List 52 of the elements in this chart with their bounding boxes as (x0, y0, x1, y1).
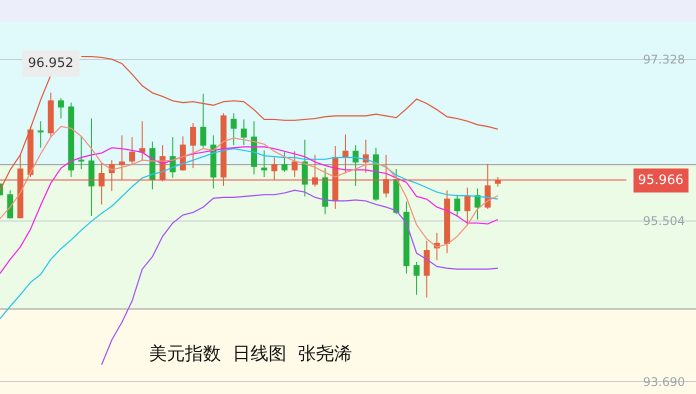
candlestick (424, 240, 430, 298)
candlestick (7, 190, 14, 220)
candlestick (332, 146, 338, 210)
candlestick (88, 118, 94, 216)
candlestick (312, 154, 318, 188)
candlestick (139, 120, 146, 162)
candlestick (322, 168, 328, 215)
candlestick (403, 201, 410, 274)
candlestick (454, 194, 460, 218)
ref-line-label: 95.966 (638, 173, 684, 188)
line-series (0, 148, 498, 320)
candlestick (292, 150, 298, 178)
candlestick (118, 134, 125, 182)
candlestick (302, 139, 308, 197)
candlestick (98, 162, 105, 205)
candlestick (180, 136, 186, 172)
y-tick-label: 97.328 (643, 52, 685, 67)
candlestick (372, 147, 379, 202)
candlestick (108, 160, 115, 192)
candlestick (261, 150, 268, 178)
candlestick (464, 187, 470, 226)
candlestick (220, 112, 227, 186)
line-series (101, 190, 498, 366)
candlestick (474, 188, 481, 220)
line-series (0, 146, 498, 274)
candlestick (444, 190, 450, 254)
candlestick (210, 134, 216, 190)
candlestick (58, 98, 64, 120)
y-tick-label: 93.690 (643, 374, 685, 389)
candlestick (352, 144, 359, 186)
candlestick (342, 134, 348, 174)
candlestick (362, 139, 369, 174)
candlestick (27, 126, 34, 178)
candlestick (200, 93, 206, 148)
candlestick (393, 168, 400, 215)
candlestick (414, 262, 420, 296)
candlestick (240, 118, 247, 146)
candlestick (78, 136, 84, 170)
candlestick (271, 157, 278, 180)
text: 美元指数 日线图 张尧浠 (149, 343, 352, 364)
line-series (0, 126, 498, 248)
candlestick (129, 136, 136, 166)
candlestick (48, 92, 54, 138)
candlestick (383, 154, 390, 198)
candlestick (68, 102, 74, 178)
annotation: 96.952 (28, 56, 74, 71)
y-tick-label: 95.504 (643, 214, 685, 228)
candlestick (230, 112, 237, 146)
candlestick (251, 120, 257, 175)
candlestick (190, 122, 196, 169)
candlestick (282, 152, 288, 172)
candlestick (38, 120, 44, 148)
